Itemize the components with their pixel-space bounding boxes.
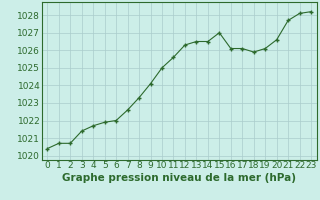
X-axis label: Graphe pression niveau de la mer (hPa): Graphe pression niveau de la mer (hPa) <box>62 173 296 183</box>
